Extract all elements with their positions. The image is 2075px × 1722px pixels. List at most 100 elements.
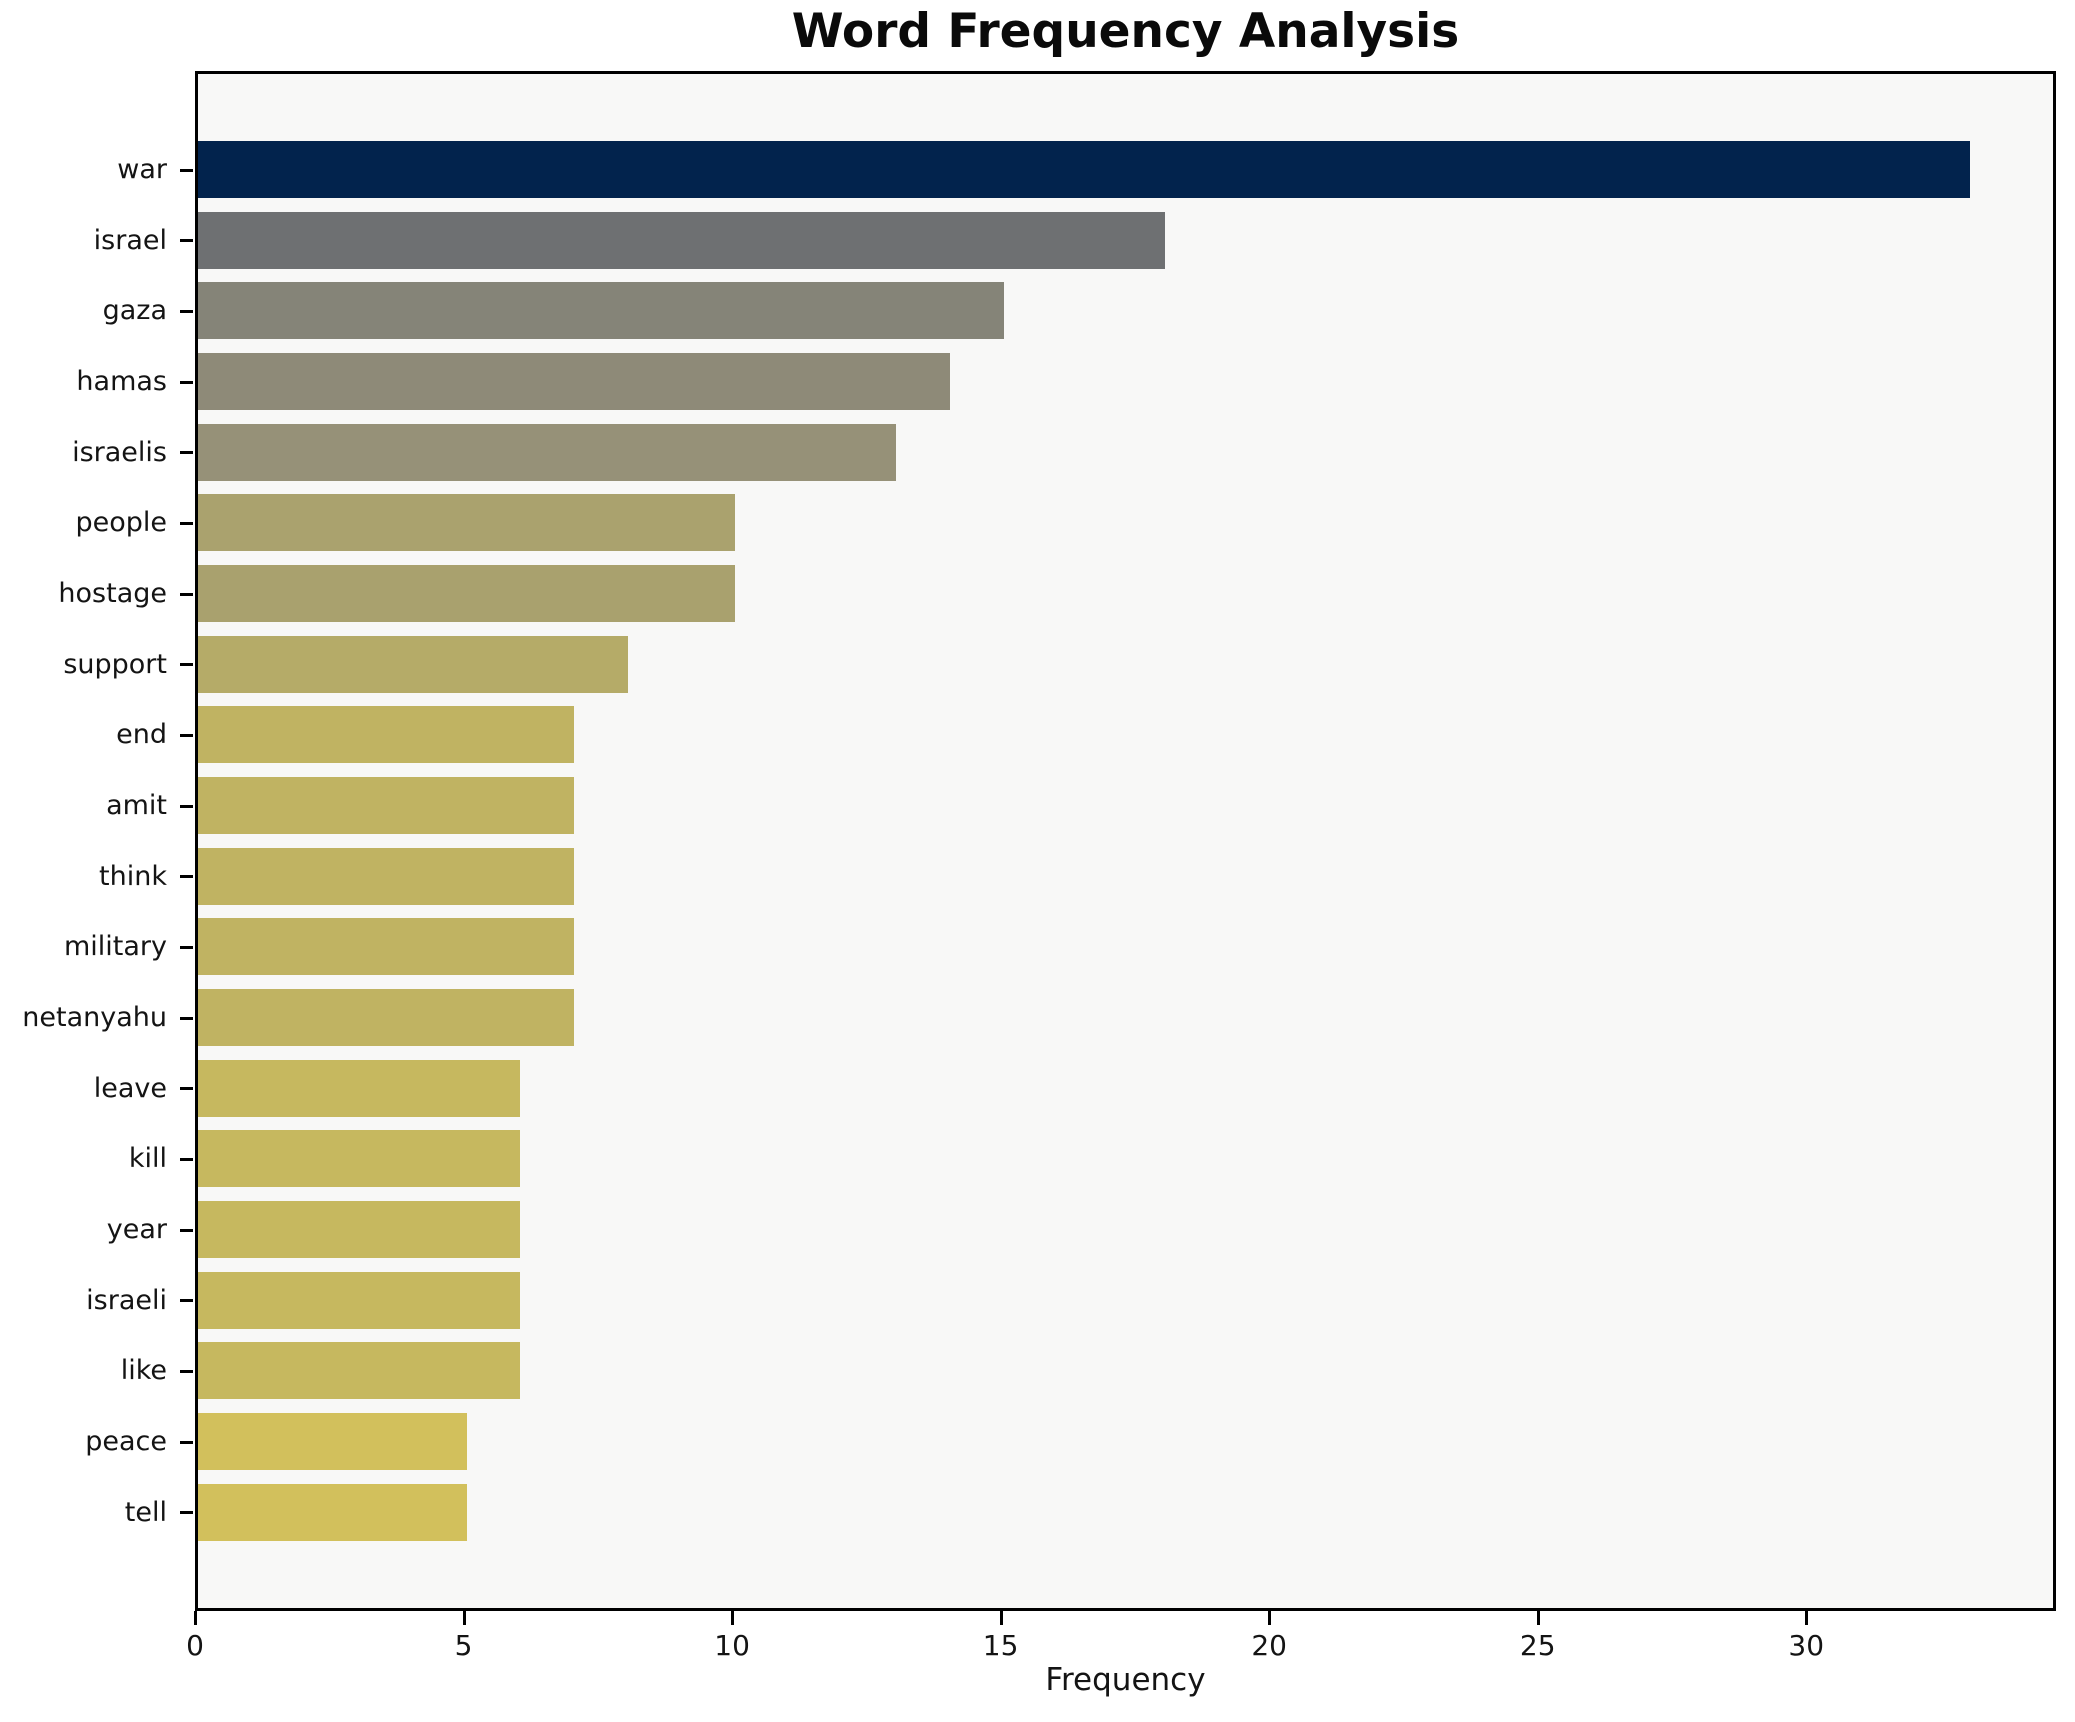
bars-container: [195, 71, 2056, 1611]
category-label-row: kill: [0, 1130, 195, 1187]
category-label: netanyahu: [22, 1002, 167, 1034]
bar-row: [195, 565, 2056, 623]
bar-row: [195, 706, 2056, 764]
x-tick-label: 20: [1251, 1629, 1287, 1662]
category-label-row: end: [0, 706, 195, 763]
category-label: tell: [124, 1496, 167, 1528]
category-label-row: hamas: [0, 353, 195, 410]
y-tick: [180, 451, 193, 455]
plot-area: [195, 71, 2056, 1611]
x-tick-label: 30: [1788, 1629, 1825, 1662]
category-label: think: [99, 860, 167, 892]
category-label: hostage: [58, 578, 167, 610]
chart-title: Word Frequency Analysis: [791, 4, 1460, 59]
category-label: leave: [93, 1072, 167, 1104]
bar-row: [195, 989, 2056, 1047]
category-label-row: year: [0, 1201, 195, 1258]
category-label-row: netanyahu: [0, 989, 195, 1046]
x-tick-mark: [1536, 1611, 1540, 1625]
bar-like: [198, 1342, 521, 1400]
bar-row: [195, 353, 2056, 411]
x-tick-mark: [194, 1611, 197, 1625]
bar-people: [198, 494, 736, 552]
category-label: military: [63, 931, 167, 963]
category-label: war: [117, 154, 167, 185]
category-label: israel: [93, 224, 167, 256]
category-label-row: leave: [0, 1060, 195, 1117]
category-label-row: support: [0, 636, 195, 693]
category-label-row: hostage: [0, 565, 195, 622]
x-tick-label: 15: [982, 1629, 1019, 1662]
category-label: year: [106, 1214, 167, 1246]
y-tick: [180, 380, 193, 384]
x-tick-mark: [731, 1611, 735, 1625]
category-label: end: [116, 719, 167, 751]
bar-row: [195, 494, 2056, 552]
y-tick: [180, 875, 193, 879]
bar-row: [195, 141, 2056, 198]
y-tick: [180, 1299, 193, 1303]
x-axis-title: Frequency: [1045, 1662, 1206, 1698]
category-label-row: tell: [0, 1484, 195, 1541]
y-tick: [180, 1228, 193, 1232]
category-label: hamas: [76, 366, 167, 398]
x-axis: 0 5 10 15 20 25 30: [186, 1611, 2056, 1681]
x-tick-label: 0: [186, 1629, 204, 1662]
category-label-row: amit: [0, 777, 195, 834]
bar-row: [195, 1059, 2056, 1117]
bar-military: [198, 918, 574, 976]
y-tick: [180, 1369, 193, 1373]
category-label-row: israelis: [0, 424, 195, 481]
category-label: like: [120, 1355, 167, 1387]
bar-row: [195, 1342, 2056, 1400]
category-label: israeli: [86, 1284, 167, 1316]
y-tick: [180, 1087, 193, 1091]
category-label-row: war: [0, 141, 195, 198]
y-tick: [180, 945, 193, 949]
category-label: amit: [106, 790, 167, 822]
category-label-row: israel: [0, 212, 195, 269]
category-label: gaza: [102, 295, 167, 327]
x-tick-mark: [1805, 1611, 1809, 1625]
x-tick-label: 5: [454, 1629, 473, 1662]
category-label-row: peace: [0, 1413, 195, 1470]
category-label-row: israeli: [0, 1272, 195, 1329]
category-label-row: gaza: [0, 282, 195, 339]
bar-hamas: [198, 353, 950, 411]
x-tick-label: 10: [714, 1629, 750, 1662]
bar-row: [195, 1483, 2056, 1541]
bar-peace: [198, 1413, 467, 1471]
category-label: peace: [85, 1426, 167, 1458]
y-tick: [180, 168, 193, 172]
category-label: support: [63, 648, 167, 680]
category-label-row: people: [0, 494, 195, 551]
bar-row: [195, 777, 2056, 835]
bar-end: [198, 706, 574, 764]
y-tick: [180, 663, 193, 667]
bar-support: [198, 635, 628, 693]
bar-row: [195, 1201, 2056, 1259]
category-label: kill: [128, 1143, 167, 1175]
bar-row: [195, 1271, 2056, 1329]
y-tick: [180, 1016, 193, 1020]
y-tick: [180, 309, 193, 313]
bar-row: [195, 211, 2056, 269]
x-tick-mark: [999, 1611, 1003, 1625]
bar-amit: [198, 777, 574, 835]
y-axis-category-labels: war israel gaza hamas israelis people hostage s…: [0, 71, 195, 1611]
bar-hostage: [198, 565, 736, 623]
bar-leave: [198, 1059, 521, 1117]
bar-year: [198, 1201, 521, 1259]
bar-netanyahu: [198, 989, 574, 1047]
y-tick: [180, 592, 193, 596]
y-tick: [180, 1157, 193, 1161]
bar-think: [198, 847, 574, 905]
category-label-row: like: [0, 1342, 195, 1399]
y-tick: [180, 1440, 193, 1444]
bar-kill: [198, 1130, 521, 1188]
x-tick-label: 25: [1519, 1629, 1556, 1662]
bar-row: [195, 423, 2056, 481]
bar-row: [195, 847, 2056, 905]
bar-israel: [198, 211, 1165, 269]
